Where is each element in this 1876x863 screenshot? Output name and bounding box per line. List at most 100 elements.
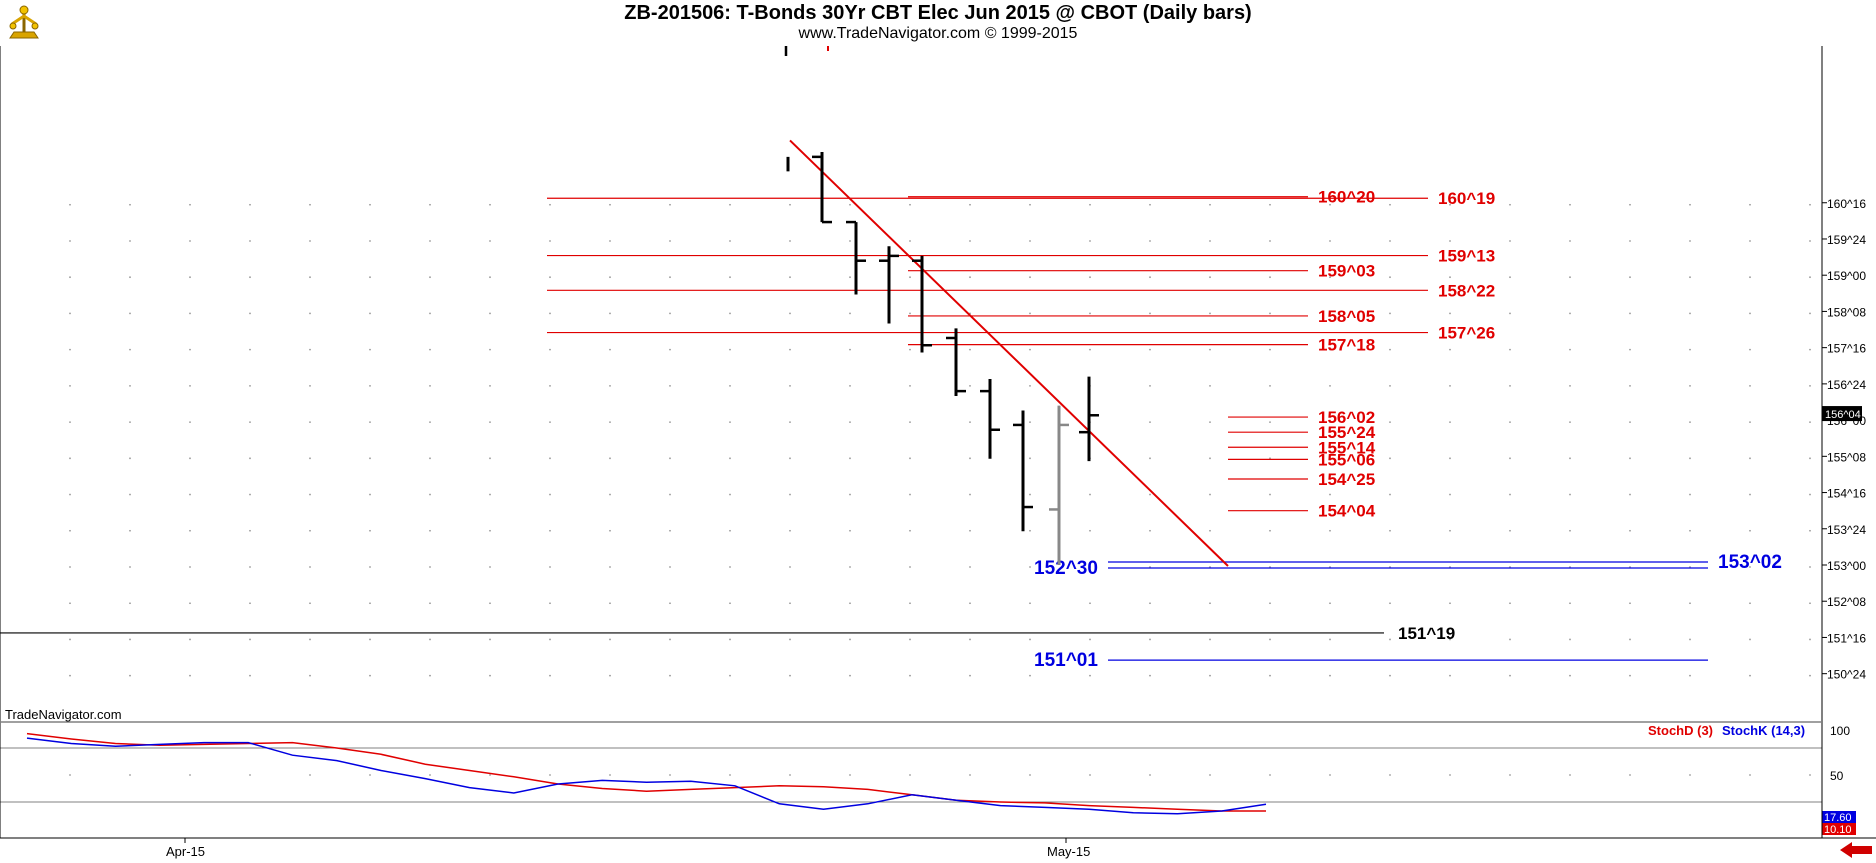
grid-dot [1749,240,1751,242]
grid-dot [1569,457,1571,460]
grid-dot [1569,312,1571,315]
grid-dot [669,457,671,460]
grid-dot [1689,602,1691,605]
grid-dot [1389,421,1391,423]
grid-dot [1689,312,1691,315]
grid-dot [1449,529,1451,532]
grid-dot [789,384,791,387]
grid-dot [669,774,671,776]
grid-dot [129,638,131,641]
grid-dot [789,602,791,605]
level-label: 151^19 [1398,624,1455,643]
grid-dot [1749,493,1751,496]
grid-dot [969,421,971,423]
price-tick-label: 150^24 [1827,668,1866,682]
grid-dot [1689,421,1691,423]
grid-dot [609,602,611,605]
grid-dot [1629,240,1631,242]
grid-dot [849,240,851,242]
grid-dot [1089,276,1091,279]
grid-dot [1329,203,1331,206]
grid-dot [429,457,431,460]
grid-dot [1629,602,1631,605]
grid-dot [1749,203,1751,206]
grid-dot [1029,529,1031,532]
grid-dot [909,312,911,315]
grid-dot [1209,602,1211,605]
grid-dot [1269,638,1271,641]
grid-dot [729,774,731,776]
grid-dot [1209,203,1211,206]
grid-dot [789,240,791,242]
grid-dot [429,602,431,605]
grid-dot [1389,384,1391,387]
grid-dot [189,774,191,776]
grid-dot [1569,602,1571,605]
grid-dot [1809,638,1811,641]
grid-dot [909,276,911,279]
grid-dot [1749,566,1751,568]
grid-dot [1089,203,1091,206]
grid-dot [789,421,791,423]
grid-dot [669,566,671,568]
watermark-text: TradeNavigator.com [5,707,122,722]
grid-dot [609,312,611,315]
grid-dot [489,674,491,677]
grid-dot [1149,602,1151,605]
grid-dot [849,566,851,568]
grid-dot [1269,674,1271,677]
grid-dot [249,529,251,532]
price-tick-label: 155^08 [1827,450,1866,464]
grid-dot [249,421,251,423]
grid-dot [1569,240,1571,242]
grid-dot [729,203,731,206]
grid-dot [1749,384,1751,387]
grid-dot [189,348,191,351]
grid-dot [969,774,971,776]
grid-dot [909,602,911,605]
level-label: 157^18 [1318,336,1375,355]
grid-dot [429,674,431,677]
grid-dot [1449,674,1451,677]
grid-dot [849,774,851,776]
grid-dot [909,421,911,423]
grid-dot [129,529,131,532]
grid-dot [789,774,791,776]
grid-dot [1689,529,1691,532]
grid-dot [489,529,491,532]
grid-dot [309,602,311,605]
grid-dot [669,276,671,279]
grid-dot [609,493,611,496]
grid-dot [1209,276,1211,279]
grid-dot [1629,203,1631,206]
grid-dot [249,493,251,496]
level-label: 154^25 [1318,470,1375,489]
scroll-left-arrow-icon[interactable] [1840,842,1872,858]
grid-dot [1809,529,1811,532]
price-tick-label: 159^24 [1827,233,1866,247]
grid-dot [489,774,491,776]
grid-dot [1509,493,1511,496]
grid-dot [609,566,611,568]
grid-dot [309,240,311,242]
grid-dot [1389,674,1391,677]
level-label: 158^22 [1438,281,1495,300]
grid-dot [129,240,131,242]
grid-dot [429,203,431,206]
grid-dot [1209,240,1211,242]
grid-dot [729,566,731,568]
grid-dot [969,493,971,496]
grid-dot [249,240,251,242]
grid-dot [1509,674,1511,677]
grid-dot [249,312,251,315]
grid-dot [69,421,71,423]
grid-dot [489,457,491,460]
grid-dot [1809,312,1811,315]
grid-dot [1149,240,1151,242]
grid-dot [1569,674,1571,677]
grid-dot [1749,638,1751,641]
grid-dot [1809,457,1811,460]
grid-dot [489,312,491,315]
level-label: 156^02 [1318,408,1375,427]
